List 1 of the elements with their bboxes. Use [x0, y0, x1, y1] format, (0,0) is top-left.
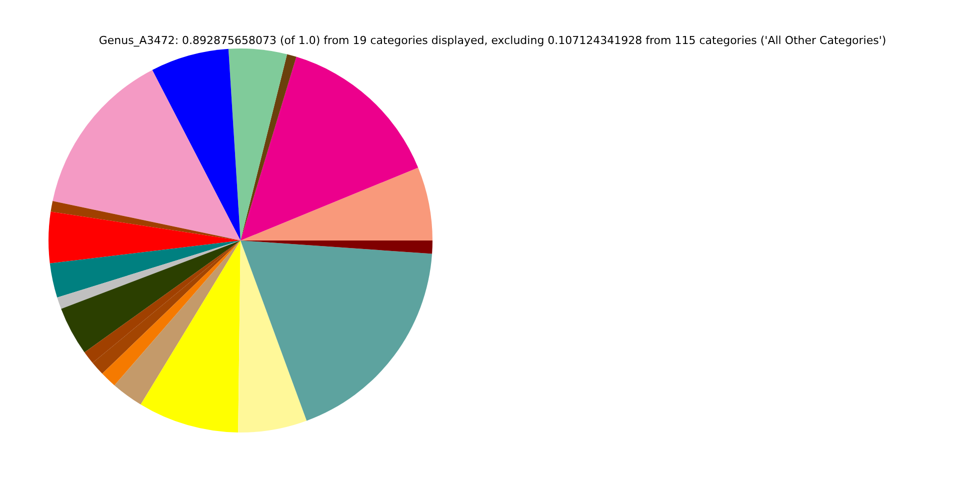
text: Genus_A3472: 0.892875658073 (of 1.0) from 19 categories displayed, excluding 0.107124341928 from 115 categories ('All Other Categories') — [98, 34, 886, 47]
